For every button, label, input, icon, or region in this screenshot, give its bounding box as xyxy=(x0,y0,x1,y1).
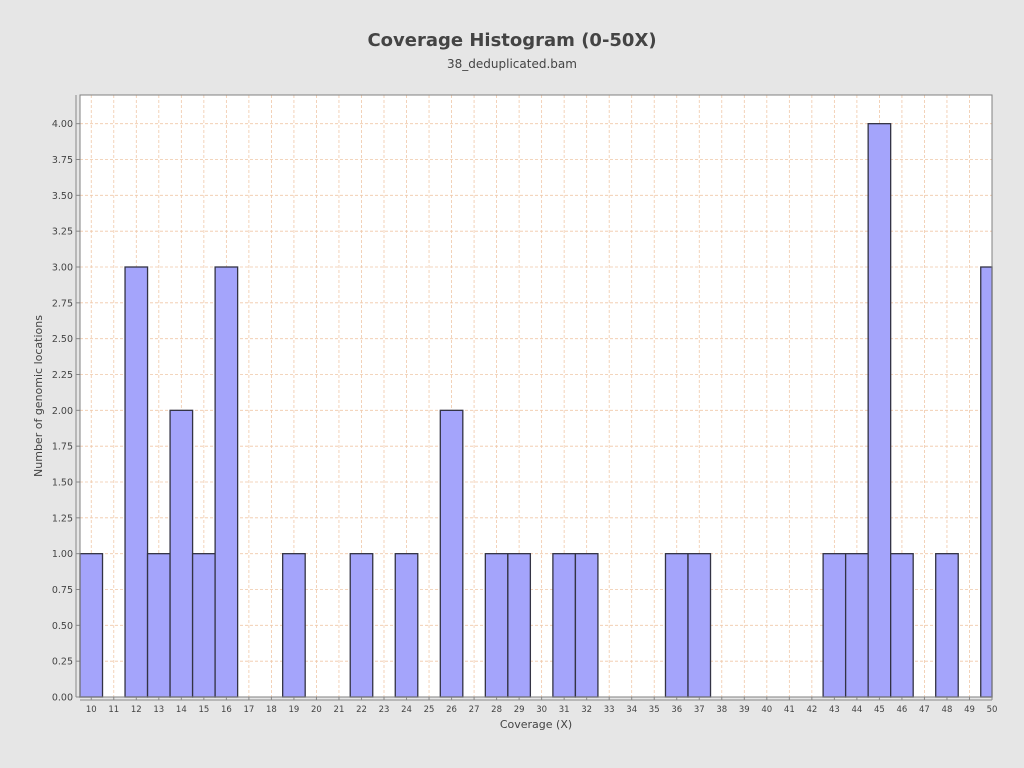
bar-13 xyxy=(146,553,171,698)
bar-45 xyxy=(867,123,892,698)
x-tick-label: 38 xyxy=(716,705,727,715)
bar-24 xyxy=(394,553,419,698)
bar-44 xyxy=(844,553,869,698)
bar-19 xyxy=(282,553,306,698)
x-tick-label: 50 xyxy=(987,705,998,715)
y-tick-label: 1.00 xyxy=(52,549,73,560)
bar-15 xyxy=(191,553,216,698)
x-tick-label: 26 xyxy=(446,705,457,715)
x-tick-label: 33 xyxy=(604,705,615,715)
x-tick-label: 31 xyxy=(559,705,570,715)
y-tick-label: 3.50 xyxy=(52,191,73,202)
x-tick-label: 17 xyxy=(243,705,254,715)
x-tick-label: 39 xyxy=(739,705,750,715)
x-tick-label: 32 xyxy=(581,705,592,715)
x-tick-label: 28 xyxy=(491,705,502,715)
x-tick-label: 27 xyxy=(469,705,480,715)
y-tick-label: 0.25 xyxy=(52,657,73,668)
x-tick-label: 29 xyxy=(514,705,525,715)
x-tick-label: 14 xyxy=(176,705,187,715)
x-tick-label: 18 xyxy=(266,705,277,715)
bar-22 xyxy=(349,553,374,698)
chart-subtitle: 38_deduplicated.bam xyxy=(447,57,577,71)
chart-title: Coverage Histogram (0-50X) xyxy=(367,30,657,51)
y-tick-label: 3.25 xyxy=(52,227,73,238)
x-tick-label: 35 xyxy=(649,705,660,715)
y-tick-label: 3.00 xyxy=(52,263,73,274)
x-tick-label: 30 xyxy=(536,705,547,715)
x-tick-label: 16 xyxy=(221,705,232,715)
x-tick-label: 36 xyxy=(671,705,682,715)
y-tick-label: 4.00 xyxy=(52,119,73,130)
x-tick-label: 23 xyxy=(379,705,390,715)
x-tick-label: 49 xyxy=(964,705,975,715)
x-tick-label: 20 xyxy=(311,705,322,715)
bar-43 xyxy=(822,553,847,698)
x-tick-label: 41 xyxy=(784,705,795,715)
y-tick-label: 2.25 xyxy=(52,370,73,381)
x-tick-label: 24 xyxy=(401,705,412,715)
x-tick-label: 45 xyxy=(874,705,885,715)
bar-14 xyxy=(169,409,194,698)
x-tick-label: 44 xyxy=(851,705,862,715)
x-tick-label: 40 xyxy=(761,705,772,715)
x-tick-label: 34 xyxy=(626,705,637,715)
bar-26 xyxy=(439,409,464,698)
y-tick-label: 0.75 xyxy=(52,585,73,596)
x-tick-label: 42 xyxy=(806,705,817,715)
bar-50 xyxy=(980,266,993,698)
x-tick-label: 43 xyxy=(829,705,840,715)
x-tick-label: 37 xyxy=(694,705,705,715)
x-tick-label: 10 xyxy=(86,705,97,715)
bar-36 xyxy=(664,553,689,698)
bar-32 xyxy=(574,553,599,698)
x-tick-label: 11 xyxy=(108,705,119,715)
x-axis-label: Coverage (X) xyxy=(500,718,572,731)
y-tick-label: 1.25 xyxy=(52,513,73,524)
x-tick-label: 15 xyxy=(198,705,209,715)
bar-37 xyxy=(687,553,712,698)
y-tick-label: 2.50 xyxy=(52,334,73,345)
bar-28 xyxy=(484,553,509,698)
bar-12 xyxy=(124,266,149,698)
bar-10 xyxy=(79,553,104,698)
x-tick-label: 13 xyxy=(153,705,164,715)
x-tick-label: 21 xyxy=(334,705,345,715)
x-tick-label: 47 xyxy=(919,705,930,715)
bar-46 xyxy=(890,553,914,698)
y-tick-label: 2.00 xyxy=(52,406,73,417)
bar-29 xyxy=(507,553,532,698)
y-tick-label: 1.50 xyxy=(52,478,73,489)
x-tick-label: 12 xyxy=(131,705,142,715)
y-tick-label: 3.75 xyxy=(52,155,73,166)
x-tick-label: 22 xyxy=(356,705,367,715)
bar-31 xyxy=(552,553,577,698)
bar-48 xyxy=(935,553,959,698)
y-tick-label: 2.75 xyxy=(52,298,73,309)
bar-16 xyxy=(214,266,239,698)
y-tick-label: 0.00 xyxy=(52,693,73,704)
x-tick-label: 46 xyxy=(897,705,908,715)
y-tick-label: 1.75 xyxy=(52,442,73,453)
y-axis-label: Number of genomic locations xyxy=(32,315,45,477)
x-tick-label: 19 xyxy=(289,705,300,715)
plot-frame xyxy=(79,94,993,698)
y-tick-label: 0.50 xyxy=(52,621,73,632)
x-tick-label: 48 xyxy=(942,705,953,715)
x-tick-label: 25 xyxy=(424,705,435,715)
